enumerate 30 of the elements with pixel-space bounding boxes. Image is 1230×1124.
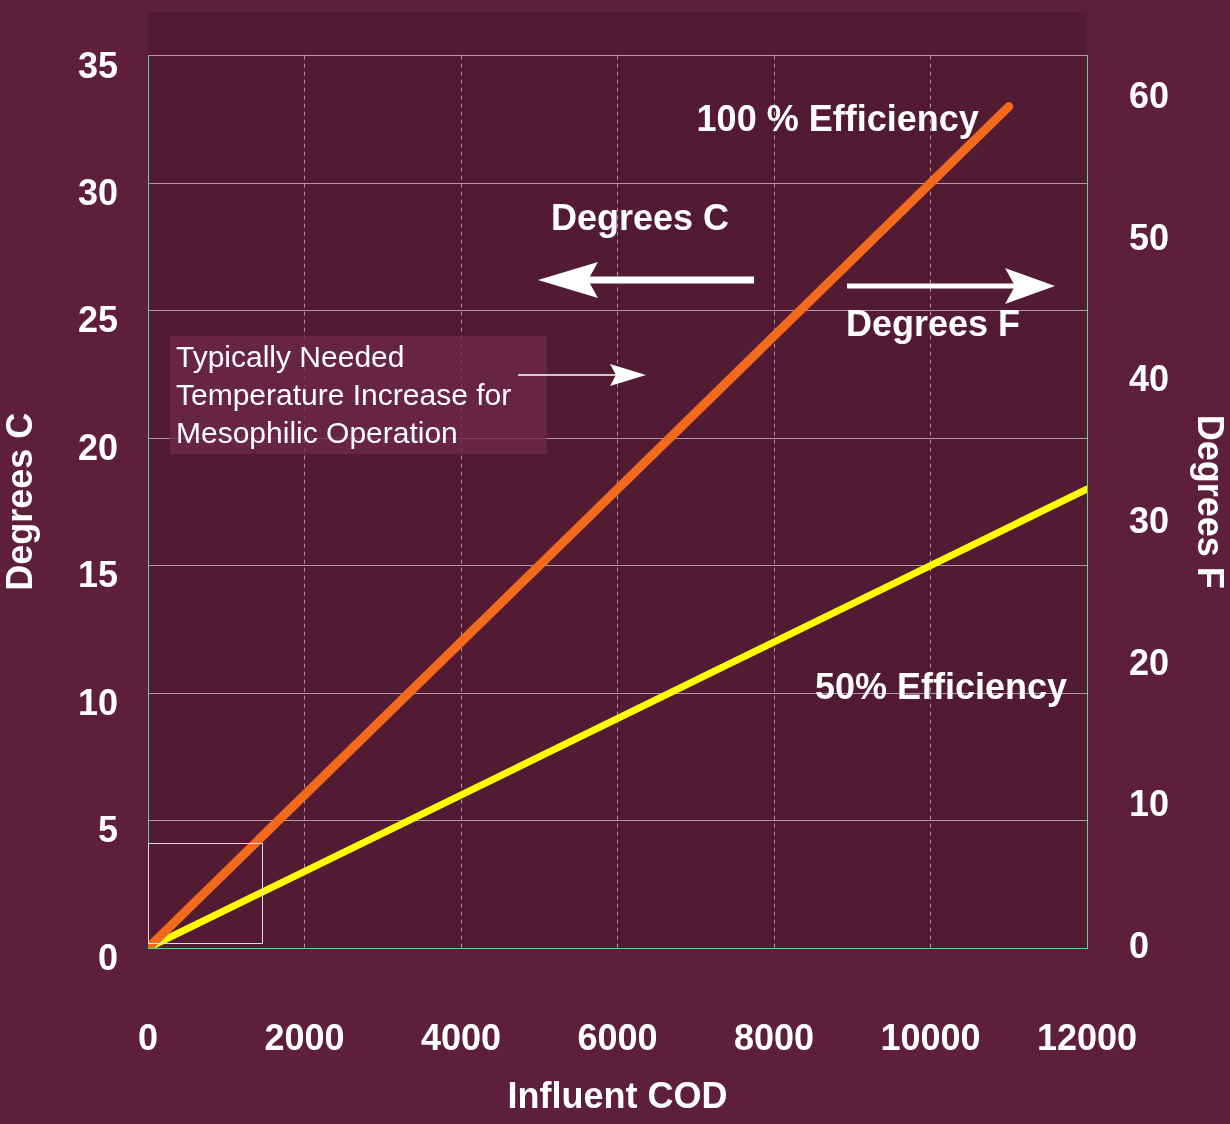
y-tick-label: 0 (97, 936, 118, 978)
y-tick-label: 15 (77, 554, 118, 596)
y2-tick-label: 50 (1129, 216, 1170, 258)
y2-tick-label: 30 (1129, 499, 1170, 541)
series-label: 100 % Efficiency (696, 97, 979, 139)
y-axis-title: Degrees C (0, 412, 40, 591)
y2-tick-label: 0 (1129, 924, 1150, 966)
x-tick-label: 8000 (733, 1016, 815, 1058)
y2-axis-title: Degrees F (1190, 414, 1230, 589)
series-label: 50% Efficiency (814, 665, 1067, 707)
y-tick-label: 10 (77, 681, 118, 723)
y2-tick-label: 60 (1129, 75, 1170, 117)
annotation: Typically Needed Temperature Increase for Mesophilic Operation (170, 336, 547, 454)
y-tick-label: 20 (77, 426, 118, 468)
x-axis-title: Influent COD (507, 1075, 728, 1117)
y-tick-label: 5 (97, 809, 118, 851)
annotation: Degrees C (551, 196, 730, 238)
x-tick-label: 4000 (420, 1016, 502, 1058)
y2-tick-label: 40 (1129, 358, 1170, 400)
y-tick-label: 30 (77, 172, 118, 214)
x-tick-label: 10000 (880, 1016, 981, 1058)
y2-tick-label: 10 (1129, 783, 1170, 825)
x-tick-label: 6000 (577, 1016, 658, 1058)
y-tick-label: 35 (77, 44, 118, 86)
annotation: Degrees F (846, 302, 1021, 344)
x-tick-label: 12000 (1036, 1016, 1138, 1058)
x-tick-label: 0 (137, 1016, 159, 1058)
y-tick-label: 25 (77, 299, 118, 341)
y2-tick-label: 20 (1129, 641, 1170, 683)
x-tick-label: 2000 (264, 1016, 345, 1058)
